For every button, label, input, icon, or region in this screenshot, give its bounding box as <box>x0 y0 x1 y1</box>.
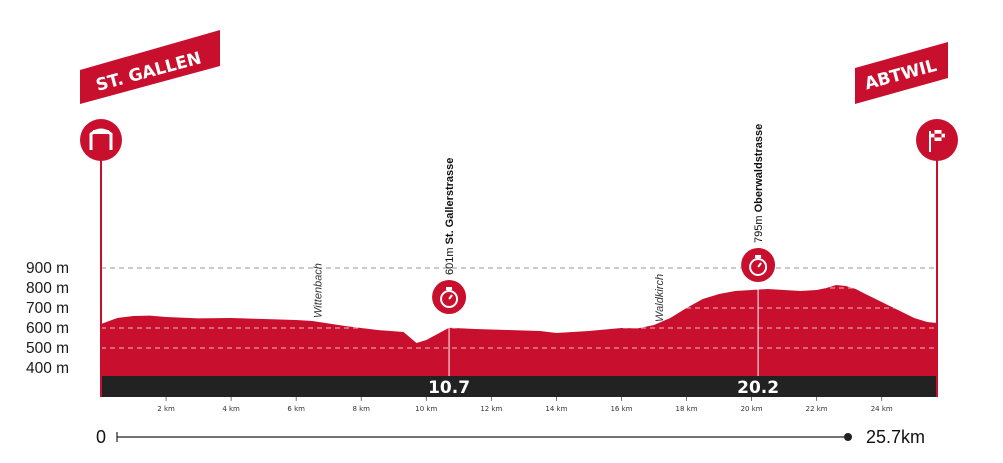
start-icon-circle <box>80 119 122 161</box>
distance-base-band <box>101 376 937 397</box>
flag-check <box>941 137 945 142</box>
climb-altitude: 601m <box>444 244 456 275</box>
climb-altitude: 795m <box>753 212 765 243</box>
x-tick-label: 20 km <box>741 405 763 413</box>
stopwatch-face <box>749 258 768 276</box>
x-tick-label: 2 km <box>157 405 175 413</box>
start-arch-icon <box>89 128 113 150</box>
x-tick-label: 24 km <box>871 405 893 413</box>
climb-name: St. Gallerstrasse <box>444 158 456 245</box>
finish-flag-icon <box>929 130 945 152</box>
climb-title-label: 601m St. Gallerstrasse <box>444 158 456 275</box>
elevation-profile-area <box>101 285 937 376</box>
flag-check <box>934 133 938 138</box>
stopwatch-icon <box>440 287 459 308</box>
x-tick-label: 18 km <box>676 405 698 413</box>
stopwatch-crown <box>446 287 453 290</box>
y-tick-label: 600 m <box>26 320 69 337</box>
climb-marker-circle <box>432 280 467 314</box>
x-tick-label: 4 km <box>222 405 240 413</box>
y-tick-label: 400 m <box>26 360 69 377</box>
finish-banner <box>855 42 948 104</box>
flag-check <box>938 133 942 138</box>
climb-km-label: 10.7 <box>428 378 470 398</box>
stopwatch-icon <box>749 255 768 276</box>
y-tick-label: 900 m <box>26 260 69 277</box>
place-label: Wittenbach <box>313 263 325 318</box>
flag-check <box>931 137 935 142</box>
stopwatch-hand <box>448 294 453 300</box>
y-tick-label: 800 m <box>26 280 69 297</box>
start-banner <box>80 30 220 104</box>
x-tick-label: 12 km <box>480 405 502 413</box>
flag-check <box>941 130 945 134</box>
x-tick-label: 22 km <box>806 405 828 413</box>
climb-marker-circle <box>741 248 776 282</box>
x-tick-label: 8 km <box>352 405 370 413</box>
y-tick-label: 500 m <box>26 340 69 357</box>
x-tick-label: 14 km <box>545 405 567 413</box>
climb-km-label: 20.2 <box>737 378 779 398</box>
flag-check <box>931 130 935 134</box>
x-tick-label: 16 km <box>610 405 632 413</box>
arch-banner <box>93 130 109 134</box>
x-tick-label: 10 km <box>415 405 437 413</box>
profile-layer <box>101 285 937 397</box>
distance-start-label: 0 <box>96 427 106 447</box>
stopwatch-hand <box>757 262 762 268</box>
stopwatch-face <box>440 290 459 308</box>
climb-name: Oberwaldstrasse <box>753 124 765 213</box>
place-label: Waldkirch <box>654 274 666 322</box>
distance-end-label: 25.7km <box>866 427 925 447</box>
distance-line-end-dot <box>844 433 852 441</box>
x-tick-label: 6 km <box>287 405 305 413</box>
marker-layer <box>80 119 958 397</box>
stopwatch-crown <box>755 255 762 258</box>
axis-layer: 900 m 800 m 700 m 600 m 500 m 400 m 2 km 4 km 6 … <box>26 260 893 413</box>
y-tick-label: 700 m <box>26 300 69 317</box>
climb-title-label: 795m Oberwaldstrasse <box>753 124 765 243</box>
